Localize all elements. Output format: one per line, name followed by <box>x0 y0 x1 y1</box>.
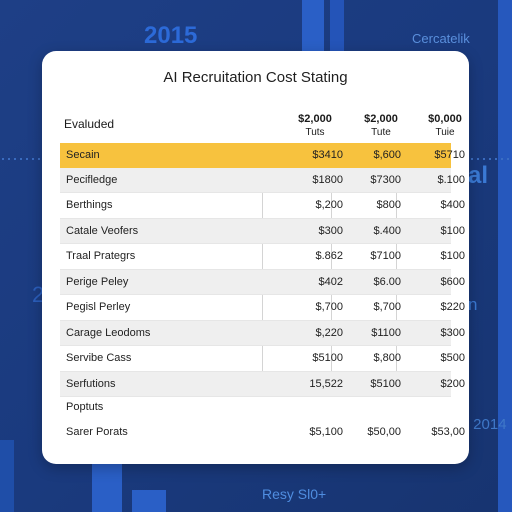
table-row: Carage Leodoms $,220 $1100 $300 <box>60 320 465 346</box>
background-bar <box>498 0 512 512</box>
background-bar <box>302 0 324 52</box>
background-bar <box>92 462 122 512</box>
row-label: Servibe Cass <box>66 352 132 364</box>
footer-total-value: $53,00 <box>431 426 465 438</box>
row-value: $3410 <box>312 149 343 161</box>
column-header-sub: Tute <box>371 127 391 138</box>
table-row: Serfutions 15,522 $5100 $200 <box>60 371 465 397</box>
column-divider <box>396 143 397 388</box>
footer-total-value: $5,100 <box>309 426 343 438</box>
column-header-sub: Tuie <box>435 127 455 138</box>
row-value: $,600 <box>373 149 401 161</box>
table-row: Catale Veofers $300 $.400 $100 <box>60 218 465 244</box>
cost-table: Secain $3410 $,600 $5710 Pecifledge $180… <box>60 143 465 397</box>
row-value: $402 <box>318 275 343 288</box>
row-value: $1800 <box>312 173 343 186</box>
row-label: Secain <box>66 149 100 161</box>
table-row: Servibe Cass $5100 $,800 $500 <box>60 346 465 372</box>
row-value: $,200 <box>315 199 343 211</box>
row-label: Traal Prategrs <box>66 250 136 262</box>
background-number: 2 <box>32 282 45 307</box>
row-label: Berthings <box>66 199 113 211</box>
column-header-amount: $2,000 <box>364 113 398 125</box>
row-value: $.862 <box>315 250 343 262</box>
background-bar <box>132 490 166 512</box>
row-value: $300 <box>318 224 343 237</box>
footer-total-label: Sarer Porats <box>66 426 128 438</box>
background-dotted-line <box>469 158 512 160</box>
row-value: $1100 <box>371 326 401 339</box>
row-value: $100 <box>440 250 465 262</box>
row-value: $,800 <box>373 352 401 364</box>
background-year: 2015 <box>144 22 198 49</box>
row-value: $.400 <box>373 224 401 237</box>
row-value: $,700 <box>315 301 343 313</box>
row-value: 15,522 <box>309 377 343 390</box>
column-header-amount: $2,000 <box>298 113 332 125</box>
column-header: $0,000 Tuie <box>415 113 475 139</box>
footer-label: Poptuts <box>66 401 104 413</box>
row-label: Pecifledge <box>66 173 118 186</box>
table-row: Pecifledge $1800 $7300 $.100 <box>60 167 465 193</box>
background-bar <box>0 440 14 512</box>
header-label: Evaluded <box>64 117 115 131</box>
row-value: $5100 <box>370 377 401 390</box>
row-value: $5100 <box>312 352 343 364</box>
column-divider <box>331 143 332 388</box>
column-divider <box>262 143 263 388</box>
row-value: $400 <box>440 199 465 211</box>
row-value: $500 <box>440 352 465 364</box>
background-text: al <box>468 162 489 189</box>
row-label: Catale Veofers <box>66 224 139 237</box>
row-value: $800 <box>376 199 401 211</box>
background-year: r 2014 <box>464 416 507 433</box>
row-label: Pegisl Perley <box>66 301 131 313</box>
background-dotted-line <box>0 158 42 160</box>
background-text: n <box>468 295 478 314</box>
row-value: $,220 <box>315 326 343 339</box>
column-header-amount: $0,000 <box>428 113 462 125</box>
table-row: Pegisl Perley $,700 $,700 $220 <box>60 295 465 321</box>
table-row: Perige Peley $402 $6.00 $600 <box>60 269 465 295</box>
row-value: $.100 <box>437 173 465 186</box>
footer-total-value: $50,00 <box>367 426 401 438</box>
row-value: $7100 <box>370 250 401 262</box>
column-header: $2,000 Tuts <box>285 113 345 139</box>
table-row: Traal Prategrs $.862 $7100 $100 <box>60 244 465 270</box>
table-row: Berthings $,200 $800 $400 <box>60 193 465 219</box>
row-value: $100 <box>440 224 465 237</box>
row-value: $220 <box>440 301 465 313</box>
background-label: Resy Sl0+ <box>262 486 327 502</box>
row-value: $,700 <box>373 301 401 313</box>
row-value: $200 <box>440 377 465 390</box>
row-value: $300 <box>440 326 465 339</box>
card-title: AI Recruitation Cost Stating <box>163 69 348 86</box>
cost-table-card: AI Recruitation Cost Stating Evaluded $2… <box>42 51 469 464</box>
column-header-sub: Tuts <box>305 127 325 138</box>
row-value: $7300 <box>370 173 401 186</box>
background-label: Cercatelik <box>412 31 470 46</box>
column-header: $2,000 Tute <box>351 113 411 139</box>
row-value: $600 <box>440 275 465 288</box>
row-value: $6.00 <box>373 275 401 288</box>
table-row: Secain $3410 $,600 $5710 <box>60 143 465 168</box>
background-bar <box>330 0 344 52</box>
table-header: Evaluded $2,000 Tuts $2,000 Tute $0,000 … <box>60 113 462 143</box>
row-label: Serfutions <box>66 377 116 390</box>
row-label: Perige Peley <box>66 275 129 288</box>
row-value: $5710 <box>434 149 465 161</box>
row-label: Carage Leodoms <box>66 326 151 339</box>
